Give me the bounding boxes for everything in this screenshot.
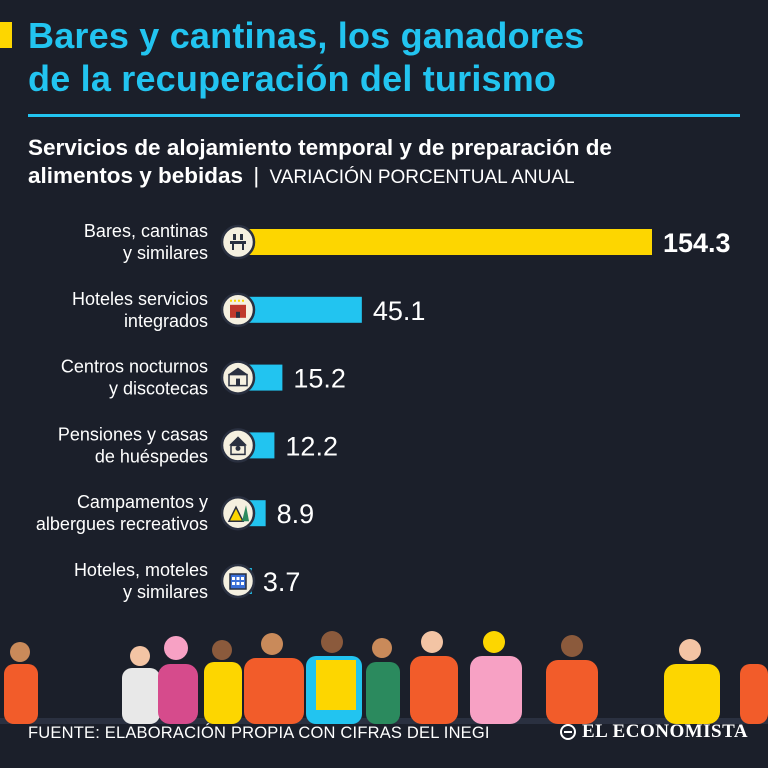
window-shape	[232, 577, 235, 580]
page-title: Bares y cantinas, los ganadores de la re…	[28, 14, 584, 100]
person-4	[204, 640, 242, 724]
counter-shape	[230, 241, 246, 244]
roof-shape	[229, 436, 247, 446]
subtitle-line-1: Servicios de alojamiento temporal y de p…	[28, 135, 612, 160]
door-shape	[236, 378, 240, 386]
person-1	[4, 642, 38, 724]
roof-shape	[228, 367, 248, 375]
bar-icon	[220, 224, 256, 260]
guesthouse-icon	[220, 428, 256, 463]
category-label: Bares, cantinas y similares	[84, 221, 208, 263]
source-note: FUENTE: ELABORACIÓN PROPIA CON CIFRAS DE…	[28, 724, 490, 742]
bar-row: Hoteles servicios integrados 45.1	[72, 289, 425, 331]
stool-leg	[232, 244, 234, 250]
category-label: Campamentos y albergues recreativos	[36, 492, 208, 534]
person-2	[122, 646, 160, 724]
bottle-shape	[233, 234, 236, 240]
window-shape	[232, 582, 235, 585]
category-label: Hoteles servicios integrados	[72, 289, 208, 331]
value-label: 3.7	[263, 567, 301, 597]
building-shape	[230, 304, 246, 318]
door-shape	[236, 311, 240, 318]
subtitle-line-2: alimentos y bebidas	[28, 163, 244, 188]
brand-mark-icon	[560, 724, 576, 740]
value-label: 8.9	[277, 499, 315, 529]
category-label-line: Centros nocturnos	[61, 357, 208, 377]
person-12	[740, 664, 768, 724]
bar	[242, 296, 362, 323]
window-shape	[241, 577, 244, 580]
category-label: Pensiones y casas de huéspedes	[58, 424, 208, 466]
category-label-line: albergues recreativos	[36, 514, 208, 534]
person-shape	[235, 445, 241, 451]
bar-row: Campamentos y albergues recreativos 8.9	[36, 492, 314, 534]
person-9	[470, 631, 522, 724]
motel-icon	[220, 563, 256, 599]
person-5	[244, 633, 304, 724]
brand-logo: EL ECONOMISTA	[560, 721, 748, 743]
title-line-2: de la recuperación del turismo	[28, 58, 557, 99]
category-label-line: y discotecas	[109, 379, 208, 399]
bar-row: Bares, cantinas y similares 154.3	[84, 221, 731, 263]
stool-leg	[242, 244, 244, 250]
nightclub-icon	[220, 360, 256, 395]
window-shape	[236, 577, 240, 580]
bar	[242, 229, 652, 255]
brand-name: EL ECONOMISTA	[582, 721, 749, 742]
category-label: Centros nocturnos y discotecas	[61, 357, 208, 399]
category-label-line: de huéspedes	[95, 446, 208, 466]
chart-subtitle: Servicios de alojamiento temporal y de p…	[28, 134, 748, 192]
bar-row: Pensiones y casas de huéspedes 12.2	[58, 424, 338, 466]
camping-icon	[220, 495, 256, 531]
window-shape	[241, 582, 244, 585]
window-shape	[236, 582, 240, 585]
person-11	[664, 639, 720, 724]
category-label-line: Campamentos y	[77, 492, 208, 512]
value-label: 45.1	[373, 296, 426, 326]
category-label-line: Pensiones y casas	[58, 424, 208, 444]
category-label: Hoteles, moteles y similares	[74, 560, 208, 602]
value-label: 154.3	[663, 228, 731, 258]
person-3	[158, 636, 198, 724]
bar-row: Centros nocturnos y discotecas 15.2	[61, 357, 346, 399]
category-label-line: y similares	[123, 243, 208, 263]
category-label-line: Hoteles, moteles	[74, 560, 208, 580]
title-accent-bar	[0, 22, 12, 48]
category-label-line: y similares	[123, 582, 208, 602]
crowd-illustration	[0, 631, 768, 724]
person-8	[410, 631, 458, 724]
category-label-line: Bares, cantinas	[84, 221, 208, 241]
person-7	[366, 638, 400, 724]
person-10	[546, 635, 598, 724]
tent-shape	[227, 505, 245, 522]
category-label-line: integrados	[124, 311, 208, 331]
hotel-icon	[220, 292, 256, 328]
person-6	[306, 631, 362, 724]
value-label: 12.2	[285, 431, 338, 461]
tree-shape	[242, 505, 249, 522]
building-shape	[229, 573, 247, 590]
subtitle-separator: |	[253, 163, 260, 188]
title-divider	[28, 114, 740, 117]
bar-row: Hoteles, moteles y similares 3.7	[74, 560, 300, 602]
category-label-line: Hoteles servicios	[72, 289, 208, 309]
title-line-1: Bares y cantinas, los ganadores	[28, 15, 585, 56]
subtitle-unit: VARIACIÓN PORCENTUAL ANUAL	[269, 167, 575, 188]
bottle-shape	[240, 234, 243, 240]
value-label: 15.2	[293, 364, 346, 394]
